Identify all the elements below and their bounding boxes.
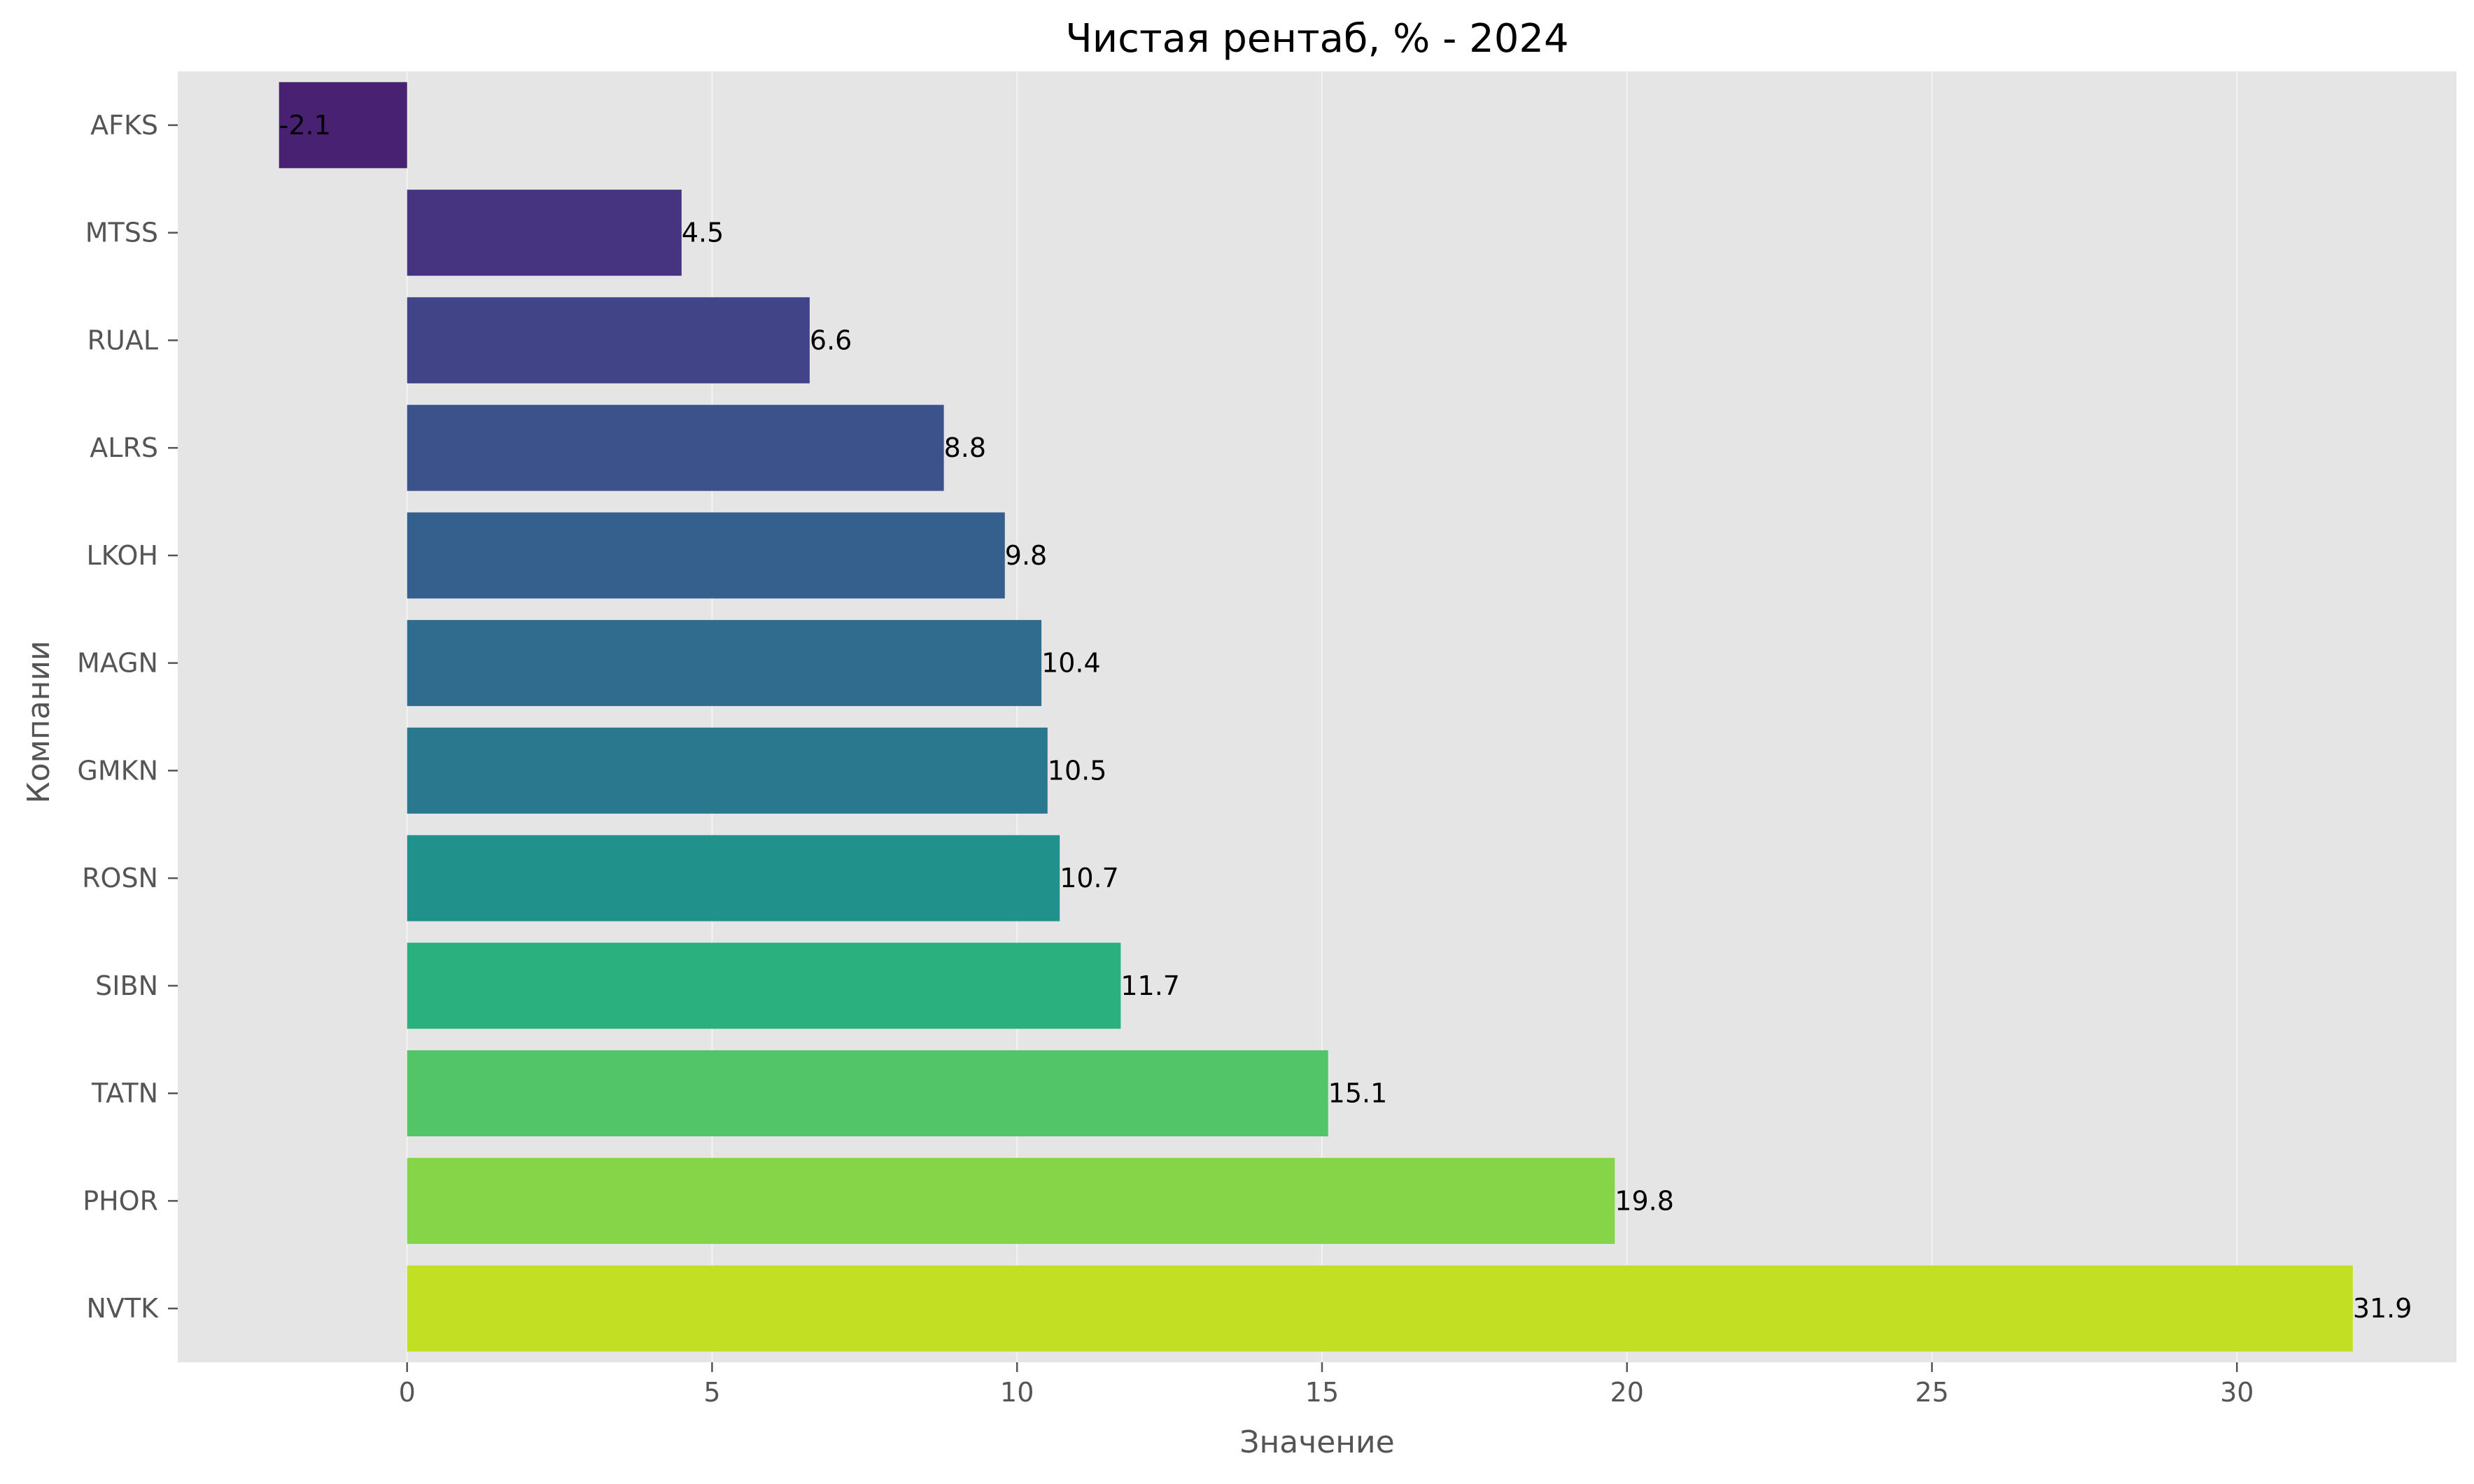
x-tick-label: 0 [399, 1377, 416, 1408]
data-label-alrs: 8.8 [944, 432, 986, 463]
y-axis-label: Компании [21, 640, 57, 803]
data-label-phor: 19.8 [1615, 1185, 1674, 1216]
data-label-magn: 10.4 [1041, 648, 1101, 679]
bar-rual [407, 297, 810, 383]
bar-rosn [407, 835, 1060, 921]
data-label-nvtk: 31.9 [2353, 1293, 2412, 1324]
y-tick-label-gmkn: GMKN [77, 755, 158, 786]
y-tick-label-nvtk: NVTK [86, 1293, 159, 1324]
y-tick-label-tatn: TATN [91, 1078, 158, 1109]
bar-alrs [407, 404, 944, 491]
data-label-afks: -2.1 [279, 110, 331, 141]
x-axis-label: Значение [1239, 1425, 1394, 1460]
bar-phor [407, 1157, 1615, 1244]
data-label-rual: 6.6 [810, 325, 852, 355]
y-tick-label-sibn: SIBN [95, 970, 158, 1001]
x-tick-label: 15 [1305, 1377, 1339, 1408]
chart-title: Чистая рентаб, % - 2024 [1065, 16, 1568, 62]
y-tick-label-phor: PHOR [83, 1185, 158, 1216]
bar-afks [279, 82, 407, 169]
x-tick-label: 5 [703, 1377, 720, 1408]
data-label-gmkn: 10.5 [1048, 755, 1107, 786]
y-tick-label-rosn: ROSN [82, 863, 158, 893]
x-tick-label: 20 [1610, 1377, 1644, 1408]
bars [279, 82, 2353, 1352]
y-tick-label-afks: AFKS [90, 110, 158, 141]
bar-magn [407, 620, 1042, 707]
y-tick-label-mtss: MTSS [85, 218, 158, 248]
bar-gmkn [407, 727, 1048, 814]
grid-lines [406, 71, 2238, 1362]
x-tick-label: 30 [2220, 1377, 2254, 1408]
data-label-lkoh: 9.8 [1005, 540, 1047, 571]
y-axis-ticks: AFKS MTSS RUAL ALRS LKOH MAGN GMKN ROSN SIBN TATN… [77, 110, 178, 1324]
bar-sibn [407, 942, 1121, 1029]
bar-mtss [407, 190, 682, 276]
bar-tatn [407, 1050, 1328, 1137]
data-label-mtss: 4.5 [682, 218, 724, 248]
bar-lkoh [407, 512, 1005, 599]
plot-area [178, 71, 2457, 1362]
y-tick-label-lkoh: LKOH [87, 540, 159, 571]
x-tick-label: 25 [1915, 1377, 1948, 1408]
x-tick-label: 10 [1000, 1377, 1034, 1408]
data-label-tatn: 15.1 [1328, 1078, 1388, 1109]
data-label-sibn: 11.7 [1120, 970, 1180, 1001]
data-label-rosn: 10.7 [1060, 863, 1119, 893]
y-tick-label-alrs: ALRS [90, 432, 158, 463]
bar-nvtk [407, 1265, 2353, 1352]
data-labels: -2.1 4.5 6.6 8.8 9.8 10.4 10.5 10.7 11.7 15.1 19.8… [279, 110, 2412, 1324]
y-tick-label-magn: MAGN [77, 648, 158, 679]
y-tick-label-rual: RUAL [87, 325, 158, 355]
x-axis-ticks: 0 5 10 15 20 25 30 [399, 1362, 2254, 1408]
